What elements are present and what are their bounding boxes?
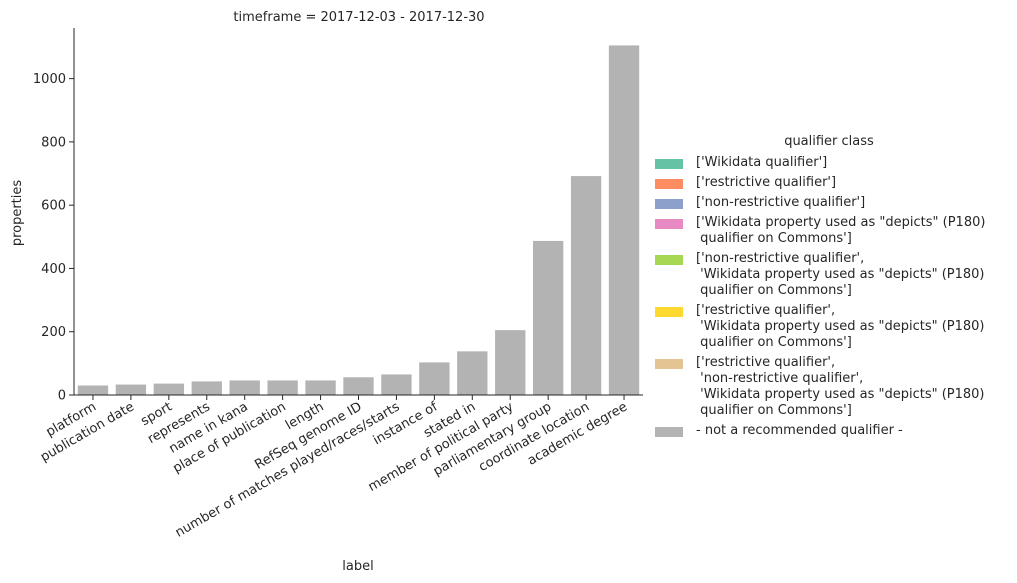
legend-label-4: ['non-restrictive qualifier', 'Wikidata … <box>696 251 985 298</box>
legend-swatch-1 <box>655 179 683 189</box>
legend-item-3: ['Wikidata property used as "depicts" (P… <box>655 215 1015 247</box>
legend-item-2: ['non-restrictive qualifier'] <box>655 195 1015 211</box>
legend: qualifier class ['Wikidata qualifier'] ['… <box>655 134 1015 443</box>
legend-swatch-4 <box>655 255 683 265</box>
legend-swatch-3 <box>655 219 683 229</box>
legend-swatch-0 <box>655 159 683 169</box>
legend-label-0: ['Wikidata qualifier'] <box>696 155 828 170</box>
y-axis: 0 200 400 600 800 1000 <box>33 28 75 404</box>
legend-label-1: ['restrictive qualifier'] <box>696 175 837 190</box>
legend-label-6: ['restrictive qualifier', 'non-restricti… <box>696 355 985 418</box>
legend-item-4: ['non-restrictive qualifier', 'Wikidata … <box>655 251 1015 299</box>
legend-swatch-5 <box>655 307 683 317</box>
bar-1 <box>115 384 147 395</box>
legend-label-7: - not a recommended qualifier - <box>696 423 903 438</box>
bar-6 <box>305 380 336 395</box>
bar-5 <box>267 380 298 395</box>
y-axis-label: properties <box>10 180 25 247</box>
bar-0 <box>77 385 109 395</box>
legend-swatch-6 <box>655 359 683 369</box>
y-tick-label-2: 400 <box>41 262 66 277</box>
y-tick-label-1: 200 <box>41 325 66 340</box>
legend-title: qualifier class <box>784 134 874 149</box>
bars-group <box>77 45 640 395</box>
legend-label-2: ['non-restrictive qualifier'] <box>696 195 866 210</box>
y-tick-label-0: 0 <box>58 389 66 404</box>
bar-9 <box>419 362 450 395</box>
y-tick-label-4: 800 <box>41 135 66 150</box>
bar-3 <box>191 381 222 395</box>
legend-items: ['Wikidata qualifier'] ['restrictive qual… <box>655 155 1015 439</box>
legend-label-3: ['Wikidata property used as "depicts" (P… <box>696 215 986 246</box>
y-tick-label-5: 1000 <box>33 72 66 87</box>
x-axis-label: label <box>342 559 373 574</box>
legend-swatch-7 <box>655 427 683 437</box>
legend-item-5: ['restrictive qualifier', 'Wikidata prop… <box>655 303 1015 351</box>
y-tick-label-3: 600 <box>41 199 66 214</box>
bar-12 <box>532 240 564 395</box>
bar-11 <box>495 330 526 395</box>
legend-item-1: ['restrictive qualifier'] <box>655 175 1015 191</box>
bar-13 <box>570 176 602 395</box>
legend-item-7: - not a recommended qualifier - <box>655 423 1015 439</box>
bar-10 <box>457 351 488 395</box>
legend-item-6: ['restrictive qualifier', 'non-restricti… <box>655 355 1015 419</box>
bar-14 <box>608 45 640 395</box>
bar-8 <box>381 374 412 395</box>
bar-2 <box>153 383 185 395</box>
legend-label-5: ['restrictive qualifier', 'Wikidata prop… <box>696 303 985 350</box>
legend-item-0: ['Wikidata qualifier'] <box>655 155 1015 171</box>
chart-title: timeframe = 2017-12-03 - 2017-12-30 <box>233 10 484 25</box>
bar-4 <box>229 380 260 395</box>
legend-swatch-2 <box>655 199 683 209</box>
bar-7 <box>343 377 374 395</box>
